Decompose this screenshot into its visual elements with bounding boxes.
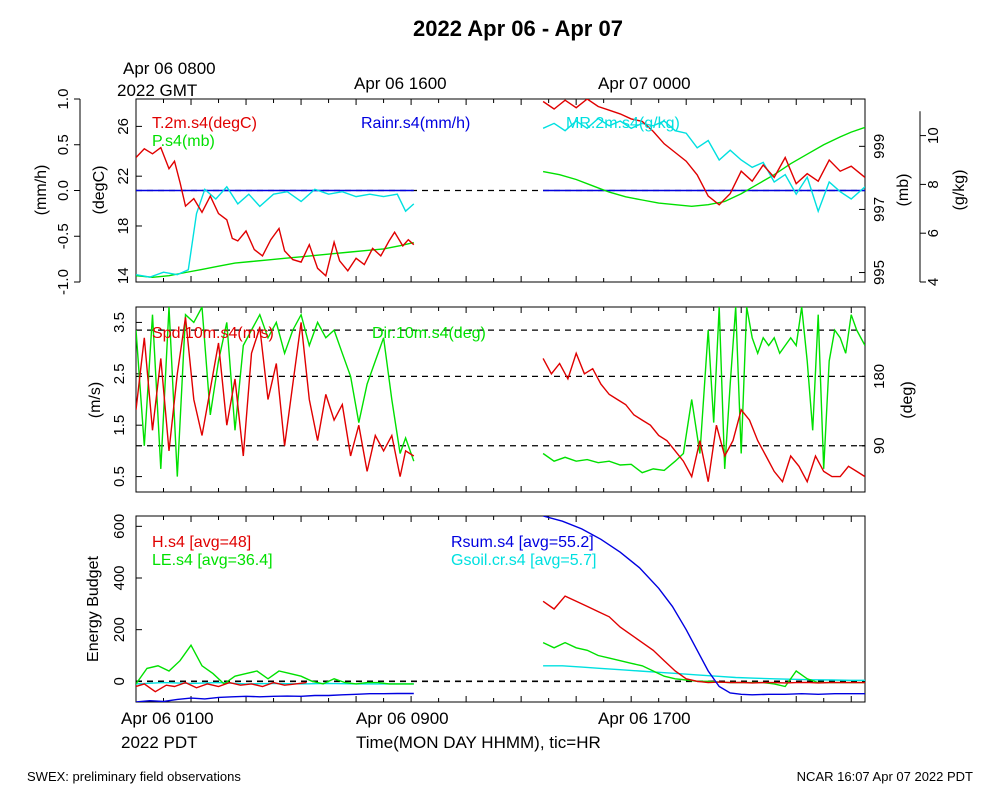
net-radiation-line-segment-2 xyxy=(542,516,865,696)
mixing-ratio-tick-label: 6 xyxy=(925,229,942,237)
legend-pressure: P.s4(mb) xyxy=(152,133,215,150)
mixing-ratio-tick-label: 8 xyxy=(925,180,942,188)
bottom-time-label-3: Apr 06 1700 xyxy=(598,709,691,728)
sensible-heat-line-segment-2 xyxy=(542,595,865,684)
legend-sensible-heat: H.s4 [avg=48] xyxy=(152,534,251,551)
legend-temperature: T.2m.s4(degC) xyxy=(152,115,257,132)
legend-rain-rate: Rainr.s4(mm/h) xyxy=(361,115,470,132)
plot-frame xyxy=(135,306,866,493)
legend-net-radiation: Rsum.s4 [avg=55.2] xyxy=(451,534,594,551)
speed-tick-label: 3.5 xyxy=(111,312,128,333)
soil-heat-line-segment-1 xyxy=(136,681,414,685)
rain-axis-label: (mm/h) xyxy=(33,165,50,216)
pressure-tick-label: 999 xyxy=(871,134,888,159)
mixing-ratio-line-segment-1 xyxy=(136,185,415,278)
rain-tick-label: -1.0 xyxy=(55,269,72,295)
legend-soil-heat: Gsoil.cr.s4 [avg=5.7] xyxy=(451,552,596,569)
direction-tick-label: 90 xyxy=(871,437,888,454)
bottom-time-label-1-line2: 2022 PDT xyxy=(121,733,198,752)
legend-latent-heat: LE.s4 [avg=36.4] xyxy=(152,552,273,569)
rain-tick-label: 0.0 xyxy=(55,180,72,201)
legend-wind-speed: Spd.10m.s4(m/s) xyxy=(152,325,274,342)
top-time-label-1-line2: 2022 GMT xyxy=(117,81,197,100)
mixing-ratio-line-segment-2 xyxy=(542,117,865,214)
wind-direction-line-segment-2 xyxy=(542,307,865,474)
wind-speed-line-segment-1 xyxy=(136,317,415,477)
energy-tick-label: 200 xyxy=(111,617,128,642)
temp-tick-label: 26 xyxy=(115,118,132,135)
direction-tick-label: 180 xyxy=(871,364,888,389)
legend-wind-direction: Dir.10m.s4(deg) xyxy=(372,325,486,342)
panel-middle: 0.5 1.5 2.5 3.5 (m/s) 90 180 (deg) Spd.10m.s4(m/… xyxy=(87,306,916,493)
speed-tick-label: 2.5 xyxy=(111,363,128,384)
top-time-label-3: Apr 07 0000 xyxy=(598,74,691,93)
temp-tick-label: 14 xyxy=(115,267,132,284)
plot-frame xyxy=(135,515,866,703)
pressure-tick-label: 995 xyxy=(871,260,888,285)
energy-tick-label: 400 xyxy=(111,565,128,590)
x-axis-label: Time(MON DAY HHMM), tic=HR xyxy=(356,733,601,752)
chart-title: 2022 Apr 06 - Apr 07 xyxy=(413,16,623,41)
direction-axis-label: (deg) xyxy=(899,381,916,418)
legend-mixing-ratio: MR.2m.s4(g/kg) xyxy=(566,115,680,132)
bottom-time-label-2: Apr 06 0900 xyxy=(356,709,449,728)
bottom-time-labels: Apr 06 0100 2022 PDT Apr 06 0900 Apr 06 … xyxy=(121,709,691,752)
pressure-axis-label: (mb) xyxy=(895,174,912,207)
wind-speed-line-segment-2 xyxy=(542,351,865,484)
rain-tick-label: -0.5 xyxy=(55,223,72,249)
soil-heat-line-segment-2 xyxy=(543,665,865,681)
top-time-label-1-line1: Apr 06 0800 xyxy=(123,59,216,78)
sensible-heat-line-segment-1 xyxy=(136,681,307,693)
energy-axis-label: Energy Budget xyxy=(85,556,102,662)
speed-tick-label: 1.5 xyxy=(111,415,128,436)
footer-right: NCAR 16:07 Apr 07 2022 PDT xyxy=(797,769,973,784)
net-radiation-line-segment-1 xyxy=(136,692,414,702)
top-time-label-2: Apr 06 1600 xyxy=(354,74,447,93)
mixing-ratio-axis-label: (g/kg) xyxy=(951,170,968,211)
mixing-ratio-tick-label: 4 xyxy=(925,278,942,286)
top-time-labels: Apr 06 0800 2022 GMT Apr 06 1600 Apr 07 … xyxy=(117,59,691,100)
panel-top: -1.0 -0.5 0.0 0.5 1.0 (mm/h) 14 18 22 26 (degC) 995… xyxy=(33,89,968,295)
mixing-ratio-tick-label: 10 xyxy=(925,127,942,144)
speed-tick-label: 0.5 xyxy=(111,466,128,487)
temperature-line-segment-2 xyxy=(542,99,865,206)
temp-axis-label: (degC) xyxy=(91,166,108,215)
rain-tick-label: 1.0 xyxy=(55,89,72,110)
energy-tick-label: 0 xyxy=(111,677,128,685)
wind-direction-line-segment-1 xyxy=(136,307,415,477)
bottom-time-label-1-line1: Apr 06 0100 xyxy=(121,709,214,728)
speed-axis-label: (m/s) xyxy=(87,382,104,418)
energy-tick-label: 600 xyxy=(111,514,128,539)
temp-tick-label: 18 xyxy=(115,218,132,235)
temperature-line-segment-1 xyxy=(136,146,415,278)
footer-left: SWEX: preliminary field observations xyxy=(27,769,241,784)
temp-tick-label: 22 xyxy=(115,168,132,185)
latent-heat-line-segment-1 xyxy=(136,643,414,685)
rain-tick-label: 0.5 xyxy=(55,134,72,155)
pressure-tick-label: 997 xyxy=(871,197,888,222)
panel-bottom: 0 200 400 600 Energy Budget H.s4 [avg=48]LE.s… xyxy=(85,514,866,703)
pressure-line-segment-2 xyxy=(542,126,865,208)
